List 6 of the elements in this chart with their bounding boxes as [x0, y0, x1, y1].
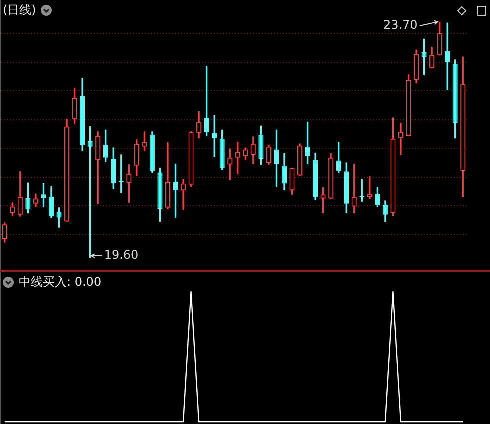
candlestick [398, 122, 404, 156]
annotation: 23.70 [383, 18, 418, 32]
candlestick [180, 179, 186, 210]
chart-title: 中线买入: 0.00 [19, 275, 102, 289]
annotation: 19.60 [104, 248, 139, 262]
chart-title: (日线) [3, 3, 36, 17]
